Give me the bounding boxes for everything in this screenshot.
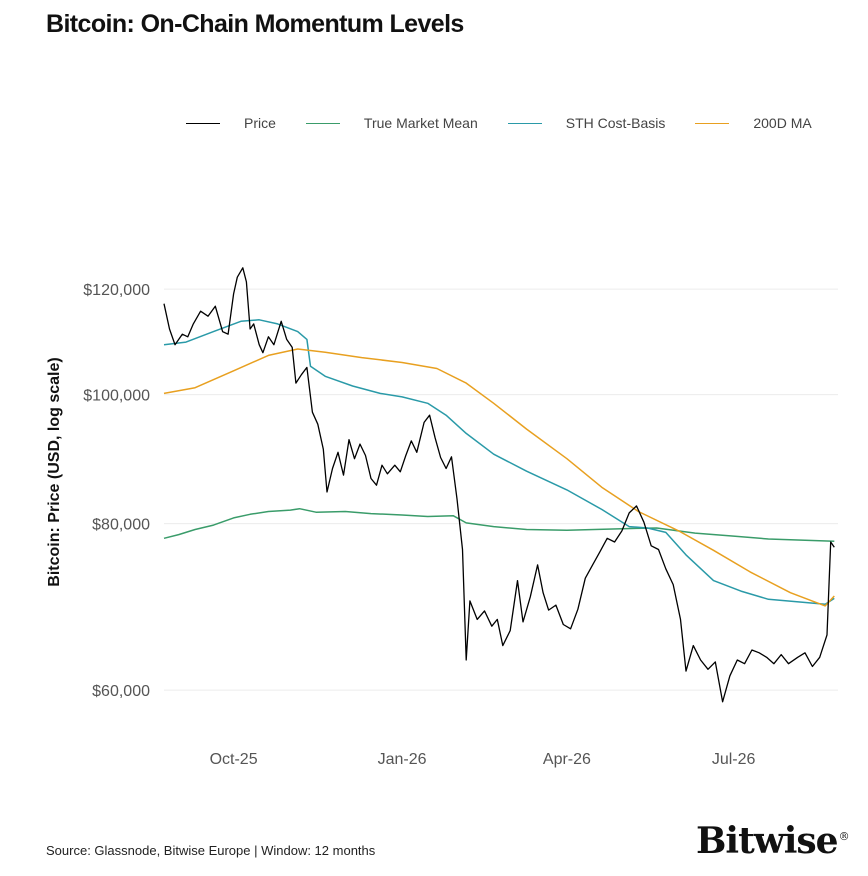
legend-item-price: Price <box>186 115 276 131</box>
legend-swatch-sth-cost-basis <box>507 122 542 124</box>
y-axis-title: Bitcoin: Price (USD, log scale) <box>46 357 63 586</box>
legend-item-sth-cost-basis: STH Cost-Basis <box>507 115 666 131</box>
registered-mark: ® <box>838 830 850 843</box>
y-tick-label: $60,000 <box>92 683 150 700</box>
legend-item-true-market-mean: True Market Mean <box>305 115 478 131</box>
y-tick-label: $100,000 <box>83 388 150 405</box>
y-tick-label: $120,000 <box>83 282 150 299</box>
x-tick-label: Jul-26 <box>712 751 756 768</box>
legend-item-200d-ma: 200D MA <box>695 115 812 131</box>
y-tick-label: $80,000 <box>92 517 150 534</box>
y-axis: $60,000 $80,000 $100,000 $120,000 <box>83 282 150 700</box>
legend-swatch-price <box>186 122 220 124</box>
legend-label-200d-ma: 200D MA <box>753 115 812 131</box>
legend-label-true-market-mean: True Market Mean <box>363 115 478 131</box>
x-tick-label: Jan-26 <box>378 751 427 768</box>
x-axis: Oct-25 Jan-26 Apr-26 Jul-26 <box>210 751 756 768</box>
legend-label-sth-cost-basis: STH Cost-Basis <box>565 115 666 131</box>
grid-lines <box>164 288 838 691</box>
chart-title: Bitcoin: On-Chain Momentum Levels <box>46 10 464 38</box>
source-note: Source: Glassnode, Bitwise Europe | Wind… <box>46 843 376 858</box>
legend-swatch-200d-ma <box>695 122 730 124</box>
series-line-sth-cost-basis <box>163 319 835 605</box>
x-tick-label: Apr-26 <box>543 751 591 768</box>
series-line-price <box>163 267 835 703</box>
brand-wordmark: Bitwise <box>696 820 839 862</box>
bitwise-logo: Bitwise® <box>696 820 850 862</box>
series-lines <box>163 267 835 703</box>
series-line-200d-ma <box>163 348 835 607</box>
x-tick-label: Oct-25 <box>210 751 258 768</box>
chart-legend: Price True Market Mean STH Cost-Basis 20… <box>186 112 842 134</box>
series-line-true-market-mean <box>163 507 835 543</box>
legend-label-price: Price <box>244 115 276 131</box>
legend-swatch-true-market-mean <box>305 122 340 124</box>
